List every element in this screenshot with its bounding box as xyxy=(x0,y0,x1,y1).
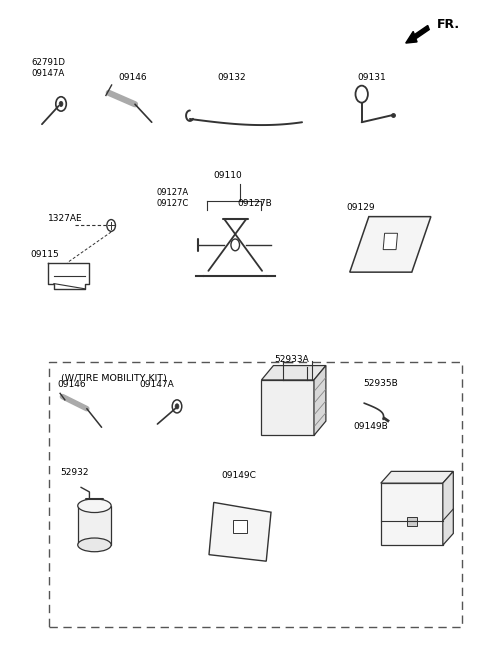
Polygon shape xyxy=(383,234,397,250)
Text: 1327AE: 1327AE xyxy=(48,215,83,224)
Bar xyxy=(49,362,462,627)
Text: 09149B: 09149B xyxy=(354,422,388,431)
Text: 52932: 52932 xyxy=(60,468,89,477)
Polygon shape xyxy=(209,502,271,561)
Text: 09110: 09110 xyxy=(213,171,242,180)
Polygon shape xyxy=(443,472,453,545)
Polygon shape xyxy=(314,365,326,436)
Polygon shape xyxy=(350,216,431,272)
Text: 52935B: 52935B xyxy=(363,379,398,388)
Text: 09131: 09131 xyxy=(358,73,386,83)
Circle shape xyxy=(59,101,63,106)
Text: 52933A: 52933A xyxy=(275,355,309,364)
Text: 09149C: 09149C xyxy=(221,470,256,480)
Bar xyxy=(262,380,314,436)
Text: 09132: 09132 xyxy=(217,73,246,83)
Text: 09146: 09146 xyxy=(118,73,147,83)
Circle shape xyxy=(175,404,179,409)
Text: (W/TIRE MOBILITY KIT): (W/TIRE MOBILITY KIT) xyxy=(61,374,167,382)
Text: 09147A: 09147A xyxy=(140,380,175,389)
Text: 62791D
09147A: 62791D 09147A xyxy=(31,58,65,78)
Bar xyxy=(78,506,111,545)
Text: FR.: FR. xyxy=(436,18,459,31)
Text: 09127B: 09127B xyxy=(238,199,272,208)
Circle shape xyxy=(231,239,240,251)
FancyArrow shape xyxy=(406,26,429,43)
Polygon shape xyxy=(407,518,417,526)
Ellipse shape xyxy=(78,538,111,552)
Ellipse shape xyxy=(78,499,111,512)
Text: 09129: 09129 xyxy=(346,203,374,212)
Bar xyxy=(233,520,247,533)
Text: 09146: 09146 xyxy=(58,380,86,389)
Text: 09115: 09115 xyxy=(30,251,59,259)
Bar xyxy=(381,483,443,545)
Polygon shape xyxy=(262,365,326,380)
Polygon shape xyxy=(381,472,453,483)
Text: 09127A
09127C: 09127A 09127C xyxy=(156,188,189,208)
